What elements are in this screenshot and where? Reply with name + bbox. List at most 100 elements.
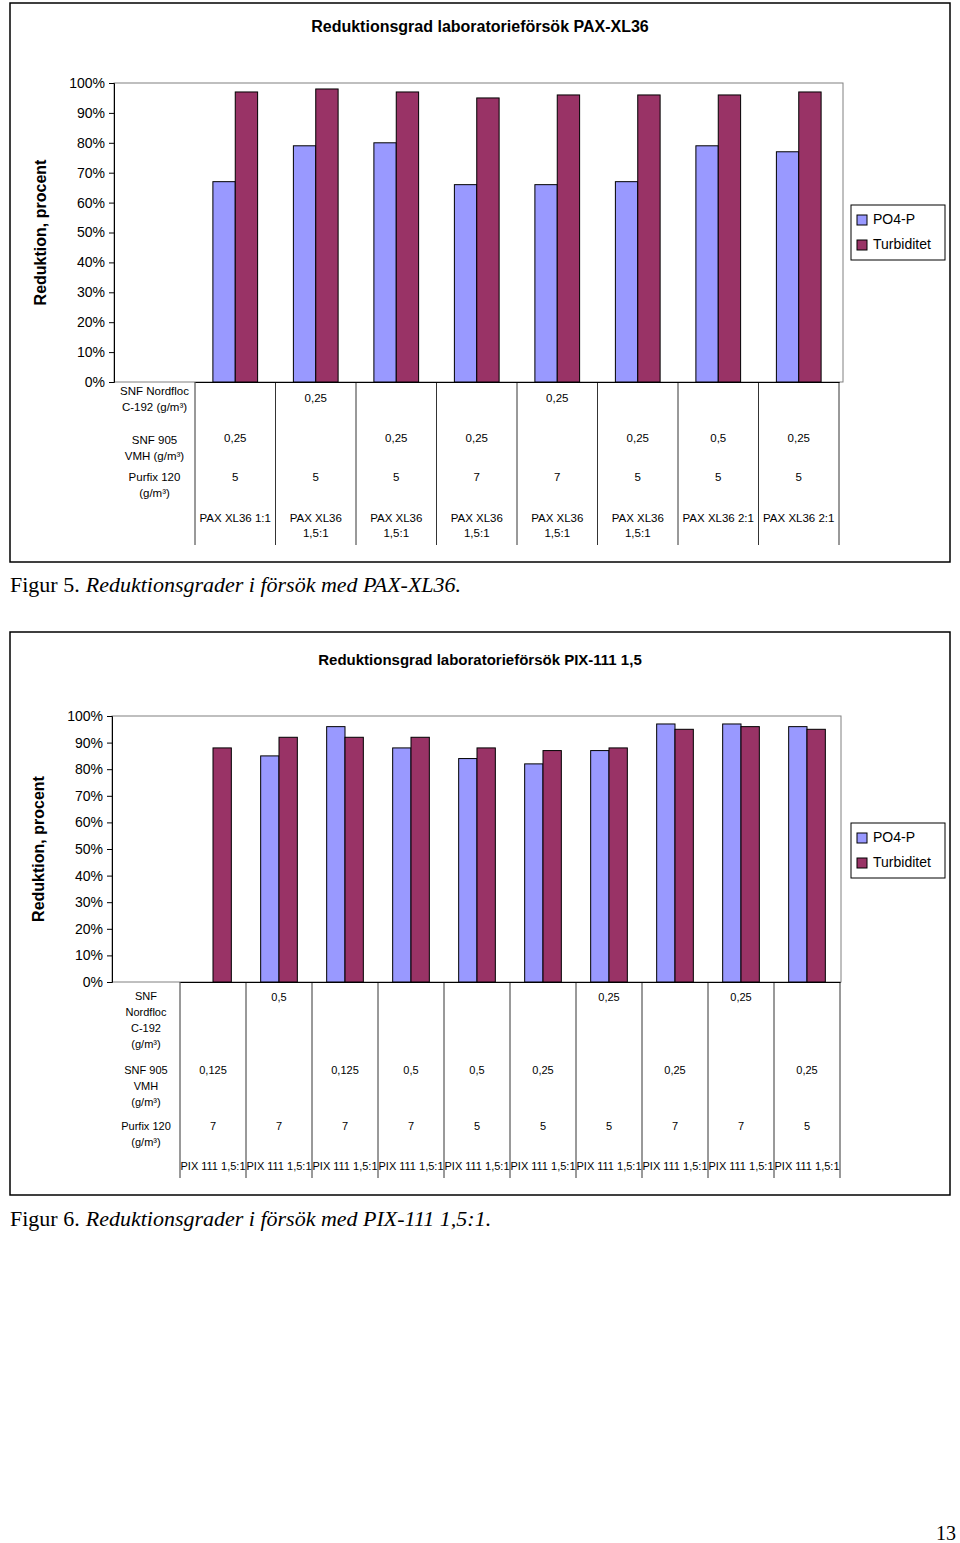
row-value: 5 xyxy=(232,471,238,483)
bar xyxy=(657,724,675,982)
bar xyxy=(696,146,718,382)
bar xyxy=(799,92,821,382)
table-line xyxy=(378,982,379,1178)
legend-swatch xyxy=(857,833,867,843)
text-line: (g/m³) xyxy=(131,1096,160,1108)
bar xyxy=(316,89,338,382)
y-tick: 90% xyxy=(77,105,114,121)
x-tick: PIX 111 1,5:1 xyxy=(246,1160,311,1172)
x-tick-label: PAX XL361,5:1 xyxy=(370,512,422,539)
bar xyxy=(591,751,609,982)
row-value: 0,25 xyxy=(305,392,327,404)
table-line xyxy=(356,382,357,545)
x-tick: PIX 111 1,5:1 xyxy=(576,1160,641,1172)
table-line xyxy=(758,382,759,545)
y-axis-line xyxy=(109,84,115,383)
row-value: 7 xyxy=(672,1120,678,1132)
data-table: SNFNordflocC-192(g/m³)0,50,250,25SNF 905… xyxy=(121,990,817,1148)
row-value: 0,5 xyxy=(469,1064,484,1076)
bar xyxy=(789,727,807,982)
text-line: PIX 111 1,5:1 xyxy=(180,1160,245,1172)
x-tick-label: PAX XL361,5:1 xyxy=(531,512,583,539)
row-value: 5 xyxy=(796,471,802,483)
row-value: 5 xyxy=(313,471,319,483)
x-tick: PAX XL361,5:1 xyxy=(531,512,583,539)
y-tick: 100% xyxy=(69,75,114,91)
row-value: 7 xyxy=(408,1120,414,1132)
x-tick: PAX XL361,5:1 xyxy=(612,512,664,539)
text-line: PIX 111 1,5:1 xyxy=(774,1160,839,1172)
chart: Reduktionsgrad laboratorieförsök PAX-XL3… xyxy=(10,3,950,562)
text-line: PAX XL36 xyxy=(290,512,342,524)
row-label: Purfix 120(g/m³) xyxy=(129,471,181,499)
x-axis: PIX 111 1,5:1PIX 111 1,5:1PIX 111 1,5:1P… xyxy=(180,983,840,1172)
y-tick: 30% xyxy=(75,894,112,910)
y-tick-label: 0% xyxy=(85,374,105,390)
table-line xyxy=(839,382,840,545)
row-label: SNF NordflocC-192 (g/m³) xyxy=(120,385,189,413)
legend-label: PO4-P xyxy=(873,829,915,845)
row-value: 0,25 xyxy=(627,432,649,444)
legend-frame xyxy=(851,823,945,878)
y-tick-mark xyxy=(107,902,112,903)
row-value: 0,25 xyxy=(788,432,810,444)
y-tick-label: 90% xyxy=(77,105,105,121)
text-line: SNF xyxy=(135,990,157,1002)
y-tick: 70% xyxy=(75,788,112,804)
y-tick-label: 30% xyxy=(77,284,105,300)
y-tick-label: 10% xyxy=(77,344,105,360)
bar xyxy=(543,751,561,982)
x-tick: PIX 111 1,5:1 xyxy=(642,1160,707,1172)
y-tick: 40% xyxy=(77,254,114,270)
x-tick-label: PIX 111 1,5:1 xyxy=(642,1160,707,1172)
y-tick: 10% xyxy=(75,947,112,963)
row-value: 0,25 xyxy=(466,432,488,444)
row-value: 0,25 xyxy=(546,392,568,404)
y-tick-mark xyxy=(109,173,114,174)
bar xyxy=(477,748,495,982)
bar xyxy=(213,182,235,382)
row-value: 0,25 xyxy=(385,432,407,444)
y-tick-mark xyxy=(107,796,112,797)
row-value: 7 xyxy=(474,471,480,483)
y-tick-label: 0% xyxy=(83,974,103,990)
figure-caption: Figur 5.Reduktionsgrader i försök med PA… xyxy=(10,572,461,597)
bar xyxy=(535,185,557,382)
chart-frame xyxy=(10,3,950,562)
chart-title: Reduktionsgrad laboratorieförsök PIX-111… xyxy=(318,651,641,668)
x-tick: PIX 111 1,5:1 xyxy=(444,1160,509,1172)
row-value: 7 xyxy=(276,1120,282,1132)
bar xyxy=(776,152,798,382)
y-tick: 20% xyxy=(75,921,112,937)
bar xyxy=(279,737,297,982)
y-tick-mark xyxy=(107,955,112,956)
y-tick-label: 90% xyxy=(75,735,103,751)
x-tick: PIX 111 1,5:1 xyxy=(378,1160,443,1172)
legend-label: PO4-P xyxy=(873,211,915,227)
table-line xyxy=(517,382,518,545)
row-value: 0,25 xyxy=(532,1064,553,1076)
y-tick-mark xyxy=(107,849,112,850)
text-line: C-192 xyxy=(131,1022,161,1034)
table-line xyxy=(597,382,598,545)
row-value: 7 xyxy=(554,471,560,483)
x-tick: PAX XL36 2:1 xyxy=(763,512,834,524)
legend-swatch xyxy=(857,240,867,250)
row-value: 0,25 xyxy=(664,1064,685,1076)
y-tick-mark xyxy=(109,113,114,114)
x-axis-line xyxy=(181,982,841,983)
bar xyxy=(525,764,543,982)
text-line: 1,5:1 xyxy=(303,527,329,539)
row-value: 7 xyxy=(210,1120,216,1132)
y-tick-mark xyxy=(109,203,114,204)
x-tick: PIX 111 1,5:1 xyxy=(510,1160,575,1172)
bars xyxy=(213,89,821,382)
y-tick-mark xyxy=(109,292,114,293)
text-line: (g/m³) xyxy=(139,487,170,499)
bar xyxy=(609,748,627,982)
bar xyxy=(459,759,477,982)
y-tick: 60% xyxy=(77,195,114,211)
y-tick-label: 40% xyxy=(75,868,103,884)
bar xyxy=(557,95,579,382)
table-line xyxy=(436,382,437,545)
